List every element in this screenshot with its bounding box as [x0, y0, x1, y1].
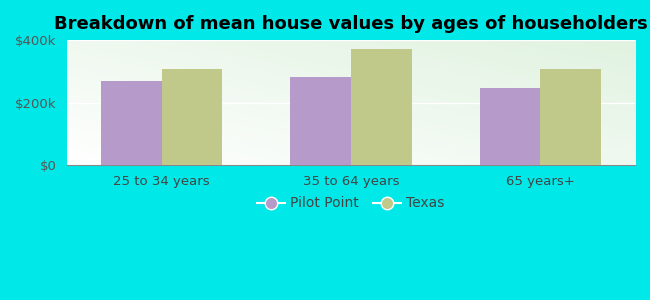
Bar: [101, 81, 162, 165]
Bar: [162, 69, 222, 165]
Bar: [540, 69, 601, 165]
Bar: [480, 88, 540, 165]
Title: Breakdown of mean house values by ages of householders: Breakdown of mean house values by ages o…: [54, 15, 648, 33]
Bar: [291, 77, 351, 165]
Legend: Pilot Point, Texas: Pilot Point, Texas: [257, 196, 445, 210]
Bar: [351, 49, 411, 165]
